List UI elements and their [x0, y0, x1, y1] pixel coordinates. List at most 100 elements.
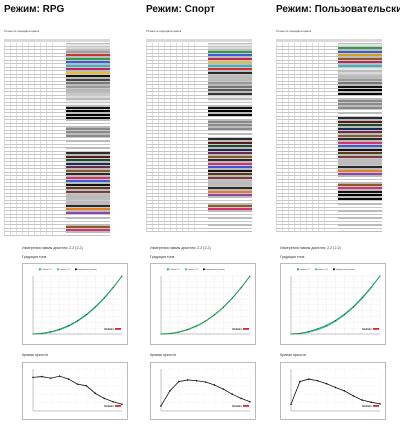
table-cells — [146, 88, 200, 92]
table-cells — [4, 193, 58, 197]
row-divider — [146, 227, 252, 228]
table-caption: Точность передачи цвета — [146, 29, 182, 33]
table-cells — [146, 141, 200, 144]
row-divider — [276, 80, 382, 81]
row-divider — [146, 56, 252, 57]
contrast-point — [41, 375, 43, 378]
table-row — [146, 92, 252, 95]
table-row — [4, 204, 110, 207]
table-cells — [276, 141, 330, 144]
row-divider — [276, 147, 382, 148]
table-cells — [146, 221, 200, 225]
row-divider — [276, 175, 382, 176]
color-swatch — [338, 225, 382, 228]
color-swatch — [208, 64, 252, 67]
contrast-label: Кривая яркости — [150, 353, 176, 357]
measured-point — [379, 275, 381, 277]
panel-title: Режим: RPG — [4, 4, 65, 15]
row-divider — [4, 98, 110, 99]
measured-point — [169, 333, 171, 334]
color-swatch — [66, 75, 110, 77]
row-divider — [4, 192, 110, 193]
table-cells — [4, 221, 58, 225]
table-cells — [4, 197, 58, 200]
table-row — [276, 74, 382, 78]
table-row — [146, 109, 252, 113]
contrast-point — [231, 393, 233, 395]
table-cells — [276, 92, 330, 95]
contrast-chart: Ixbtlabs — [22, 362, 128, 420]
color-swatch — [208, 50, 252, 53]
contrast-point — [325, 382, 328, 385]
color-swatch — [338, 187, 382, 189]
brand-bar — [115, 405, 121, 407]
table-cells — [4, 151, 58, 155]
table-row — [146, 127, 252, 130]
row-divider — [4, 210, 110, 211]
color-swatch — [66, 222, 110, 224]
table-row — [276, 127, 382, 130]
table-row — [276, 207, 382, 211]
table-cells — [146, 218, 200, 221]
row-divider — [276, 231, 382, 232]
contrast-point — [299, 380, 301, 383]
color-swatch — [208, 124, 252, 126]
row-divider — [146, 210, 252, 211]
table-cells — [146, 165, 200, 169]
row-divider — [146, 143, 252, 144]
row-divider — [146, 140, 252, 141]
table-row — [146, 211, 252, 214]
row-divider — [146, 87, 252, 88]
table-cells — [4, 158, 58, 162]
panel-title: Режим: Спорт — [146, 4, 215, 15]
contrast-label: Кривая яркости — [22, 353, 48, 357]
panel-sport: Режим: Спорт Точность передачи цвета Изм… — [142, 0, 270, 433]
brand-bar — [373, 405, 379, 407]
table-header — [4, 39, 110, 42]
row-divider — [276, 112, 382, 113]
table-cells — [146, 106, 200, 109]
color-swatch — [338, 215, 382, 217]
table-cells — [276, 204, 330, 207]
gamma-svg: Гамма 2.2 Гамма 2.4 Измеренная гамма Ixbtla… — [290, 268, 381, 335]
row-divider — [146, 161, 252, 162]
contrast-point — [160, 405, 162, 407]
table-row — [4, 116, 110, 120]
color-swatch — [338, 145, 382, 147]
table-cells — [146, 144, 200, 148]
table-cells — [276, 134, 330, 137]
table-cells — [4, 113, 58, 116]
row-divider — [276, 129, 382, 130]
row-divider — [4, 101, 110, 102]
row-divider — [4, 122, 110, 123]
row-divider — [4, 66, 110, 67]
table-row — [146, 162, 252, 165]
table-row — [4, 53, 110, 57]
color-swatch — [338, 106, 382, 109]
row-divider — [146, 119, 252, 120]
table-cells — [276, 57, 330, 60]
table-cells — [146, 123, 200, 127]
table-row — [276, 225, 382, 228]
table-cells — [4, 57, 58, 60]
table-row — [276, 95, 382, 99]
table-cells — [4, 46, 58, 50]
row-divider — [276, 178, 382, 179]
color-swatch — [66, 78, 110, 81]
row-divider — [4, 217, 110, 218]
color-swatch — [338, 47, 382, 49]
contrast-point — [343, 390, 346, 392]
color-swatch — [338, 211, 382, 214]
legend-swatch — [39, 268, 41, 271]
table-cells — [4, 116, 58, 120]
table-cells — [276, 218, 330, 221]
row-divider — [146, 45, 252, 46]
table-row — [4, 218, 110, 221]
table-cells — [146, 176, 200, 179]
row-divider — [146, 185, 252, 186]
table-caption: Точность передачи цвета — [276, 29, 312, 33]
color-swatch — [66, 138, 110, 140]
color-swatch — [66, 225, 110, 228]
color-swatch — [66, 180, 110, 182]
row-divider — [276, 227, 382, 228]
